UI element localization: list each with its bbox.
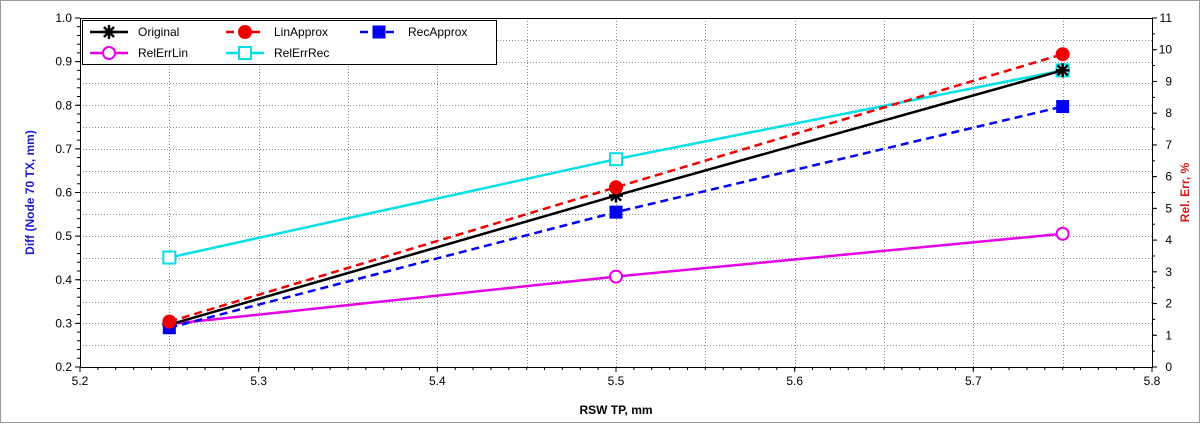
series-recapprox [162,100,1070,335]
x-tick-label: 5.7 [965,374,982,388]
legend-label: RelErrLin [138,46,188,60]
legend-label: RelErrRec [274,46,329,60]
x-tick-label: 5.6 [786,374,803,388]
legend-item-original: Original [90,25,179,39]
legend: Original LinApprox RecApprox RelErrLin RelEr… [82,20,497,65]
x-tick-label: 5.4 [429,374,446,388]
data-point-relerrrec [609,152,623,167]
x-tick-label: 5.3 [250,374,267,388]
data-point-recapprox [1056,100,1070,114]
y2-tick-label: 1 [1165,328,1172,342]
data-point-relerrlin [1055,226,1070,241]
x-tick-label: 5.5 [608,374,625,388]
y2-tick-label: 7 [1165,138,1172,152]
y2-tick-label: 5 [1165,201,1172,215]
y2-tick-label: 11 [1160,11,1173,25]
legend-swatch-marker [102,25,116,39]
y-axis-title: Diff (Node 70 TX, mm) [23,130,37,255]
y-tick-label: 0.5 [55,229,72,243]
legend-label: Original [138,25,179,39]
legend-item-linapprox: LinApprox [226,25,328,39]
y2-tick-label: 8 [1165,106,1172,120]
data-point-linapprox [609,180,623,195]
y2-axis-title: Rel. Err, % [1178,162,1192,222]
data-point-linapprox [1055,47,1070,62]
y-tick-label: 0.9 [55,55,72,69]
y-tick-label: 0.3 [55,316,72,330]
legend-label: RecApprox [408,25,467,39]
y2-tick-label: 4 [1165,233,1172,247]
data-point-relerrlin [609,269,623,284]
y2-tick-label: 0 [1165,360,1172,374]
legend-swatch-marker [238,25,252,39]
data-point-original [1055,63,1070,78]
y-tick-label: 0.2 [55,360,72,374]
data-point-linapprox [162,314,177,329]
legend-box [82,20,497,65]
legend-swatch-marker [102,46,116,60]
y-tick-label: 0.6 [55,186,72,200]
y-tick-label: 0.7 [55,142,72,156]
legend-label: LinApprox [274,25,328,39]
y2-tick-label: 2 [1165,297,1172,311]
marker-stroke [103,26,115,38]
y-tick-label: 0.4 [55,273,72,287]
series-layer [162,47,1070,335]
y2-tick-label: 10 [1159,43,1173,57]
y2-tick-label: 6 [1165,170,1172,184]
x-tick-label: 5.8 [1144,374,1161,388]
y2-tick-label: 3 [1165,265,1172,279]
legend-item-relerrlin: RelErrLin [90,46,188,60]
marker-stroke [1056,64,1069,77]
y-tick-label: 0.8 [55,98,72,112]
legend-swatch-marker [238,46,252,60]
series-linapprox [162,47,1070,329]
y2-tick-label: 9 [1165,74,1172,88]
legend-swatch-marker [372,25,386,39]
legend-item-recapprox: RecApprox [360,25,467,39]
legend-item-relerrrec: RelErrRec [226,46,329,60]
x-axis-title: RSW TP, mm [579,403,652,417]
ticks: 5.2 5.3 5.4 5.5 5.6 5.7 5.8 0.2 0.3 0.4 0.5 0.6 0.7 0… [55,11,1172,388]
y-tick-label: 1.0 [55,11,72,25]
x-tick-label: 5.2 [72,374,89,388]
data-point-recapprox [609,205,623,219]
data-point-relerrrec [162,250,177,265]
